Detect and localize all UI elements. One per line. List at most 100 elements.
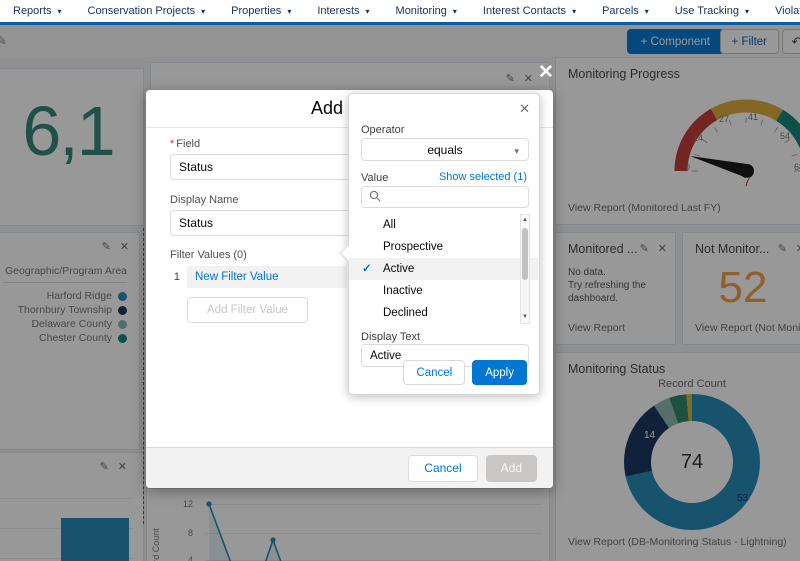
show-selected-link[interactable]: Show selected (1) [438, 171, 527, 183]
chevron-down-icon: ▾ [514, 146, 519, 156]
modal-close-icon[interactable]: ✕ [538, 62, 554, 83]
edit-widget-icon[interactable]: ✎ [505, 73, 515, 85]
nav-tab-label: Use Tracking [674, 5, 739, 17]
close-widget-icon[interactable]: ✕ [523, 73, 533, 85]
nav-tab-label: Interest Contacts [482, 5, 567, 17]
edit-dashboard-icon[interactable]: ✎ [0, 33, 7, 48]
donut-segment-label: 14 [644, 430, 656, 441]
add-filter-value-button[interactable]: Add Filter Value [187, 297, 308, 323]
gauge-tick: 54 [780, 131, 791, 141]
value-search-input[interactable] [386, 188, 516, 206]
legend-item-label: Thornbury Township [17, 304, 112, 316]
popover-close-icon[interactable]: ✕ [519, 101, 530, 116]
bar-chart-widget: ✎ ✕ [0, 452, 144, 561]
chevron-down-icon: ▾ [57, 6, 62, 16]
y-tick: 12 [182, 499, 193, 509]
value-search-box [361, 186, 529, 208]
legend-item[interactable]: Delaware County [3, 317, 127, 331]
operator-label: Operator [361, 124, 405, 136]
list-scrollbar[interactable]: ▲ ▼ [520, 214, 530, 324]
gridline [205, 504, 542, 505]
chevron-down-icon: ▾ [452, 6, 457, 16]
gauge-value: 7 [743, 174, 751, 189]
chevron-down-icon: ▾ [644, 6, 649, 16]
legend-list: Harford Ridge Thornbury Township Delawar… [3, 289, 127, 345]
center-widget-top: ✎ ✕ [150, 62, 550, 92]
add-component-button[interactable]: + Component [626, 29, 724, 54]
nav-tab-label: Properties [231, 5, 282, 17]
bar-series[interactable] [61, 518, 129, 561]
nav-tab[interactable]: Use Tracking ▾ [662, 0, 762, 22]
chevron-down-icon: ▾ [201, 6, 206, 16]
legend-title: Geographic/Program Area [3, 265, 127, 283]
value-option-label: All [383, 219, 396, 231]
chevron-down-icon: ▾ [287, 6, 292, 16]
nav-tab-label: Violations [775, 5, 800, 17]
view-report-link[interactable]: View Report (DB-Monitoring Status - Ligh… [568, 536, 787, 548]
legend-color-dot [118, 333, 127, 343]
add-button[interactable]: Add [485, 454, 537, 482]
operator-select[interactable]: equals ▾ [361, 138, 529, 161]
close-widget-icon[interactable]: ✕ [119, 241, 129, 253]
gauge-chart [674, 99, 800, 178]
gauge-widget: Monitoring Progress 0 14 27 41 [555, 57, 800, 225]
edit-widget-icon[interactable]: ✎ [99, 461, 109, 473]
nav-tab[interactable]: Interests ▾ [304, 0, 382, 22]
legend-item-label: Chester County [39, 332, 112, 344]
close-widget-icon[interactable]: ✕ [117, 461, 127, 473]
check-icon: ✓ [362, 263, 372, 275]
status-donut-widget: Monitoring Status Record Count 74 14 53 … [555, 352, 800, 561]
apply-button[interactable]: Apply [472, 360, 527, 385]
close-widget-icon[interactable]: ✕ [796, 242, 800, 255]
view-report-link[interactable]: View Report (Monitored Last FY) [568, 202, 721, 214]
nav-tab[interactable]: Parcels ▾ [589, 0, 662, 22]
nav-tab[interactable]: Reports ▾ [0, 0, 75, 22]
line-chart-plot [206, 501, 282, 561]
scrollbar-thumb[interactable] [522, 228, 528, 280]
nav-tab[interactable]: Monitoring ▾ [383, 0, 470, 22]
view-report-link[interactable]: View Report (Not Monitored ... [695, 322, 800, 334]
undo-button[interactable]: ↶ [782, 29, 800, 54]
metric-value: 6,1 [22, 92, 115, 170]
value-option[interactable]: ✓ Declined [349, 302, 539, 324]
value-option[interactable]: ✓ Prospective [349, 236, 539, 258]
view-report-link[interactable]: View Report [568, 322, 626, 334]
close-widget-icon[interactable]: ✕ [657, 243, 667, 255]
edit-widget-icon[interactable]: ✎ [639, 243, 649, 255]
scroll-up-button[interactable]: ▲ [521, 215, 529, 226]
legend-item[interactable]: Chester County [3, 331, 127, 345]
tab-bar: Reports ▾ Conservation Projects ▾ Proper… [0, 0, 800, 25]
value-option[interactable]: ✓ Inactive [349, 280, 539, 302]
donut-chart-label: Record Count [658, 378, 726, 390]
legend-item[interactable]: Harford Ridge [3, 289, 127, 303]
value-option[interactable]: ✓ Active [349, 258, 539, 280]
metric-widget: 6,1 [0, 68, 144, 226]
edit-widget-icon[interactable]: ✎ [777, 243, 787, 255]
scroll-down-button[interactable]: ▼ [521, 312, 529, 323]
chevron-down-icon: ▾ [572, 6, 577, 16]
gauge-tick: 0 [685, 162, 691, 172]
search-icon [369, 190, 381, 202]
nav-tab[interactable]: Properties ▾ [218, 0, 304, 22]
popover-footer: Cancel Apply [349, 360, 539, 385]
no-data-hint: Try refreshing the dashboard. [568, 280, 646, 304]
cancel-button[interactable]: Cancel [408, 454, 478, 482]
popover-cancel-button[interactable]: Cancel [403, 360, 466, 385]
value-option[interactable]: ✓ All [349, 214, 539, 236]
new-filter-value-link[interactable]: New Filter Value [187, 266, 347, 288]
value-option-label: Prospective [383, 241, 444, 253]
donut-segment-label: 53 [737, 493, 749, 504]
gauge-tick: 68 [794, 162, 800, 172]
nav-tab-label: Parcels [602, 5, 639, 17]
edit-widget-icon[interactable]: ✎ [101, 241, 111, 253]
nav-tab[interactable]: Interest Contacts ▾ [470, 0, 589, 22]
modal-footer: Cancel Add [146, 447, 553, 488]
donut-chart[interactable]: 74 14 53 [624, 394, 760, 530]
nav-tab[interactable]: Conservation Projects ▾ [75, 0, 219, 22]
nav-tab[interactable]: Violations ▾ [762, 0, 800, 22]
legend-item[interactable]: Thornbury Township [3, 303, 127, 317]
display-text-label: Display Text [361, 331, 421, 343]
legend-color-dot [118, 291, 127, 301]
add-filter-button[interactable]: + Filter [719, 29, 779, 54]
donut-center-total: 74 [651, 421, 733, 503]
